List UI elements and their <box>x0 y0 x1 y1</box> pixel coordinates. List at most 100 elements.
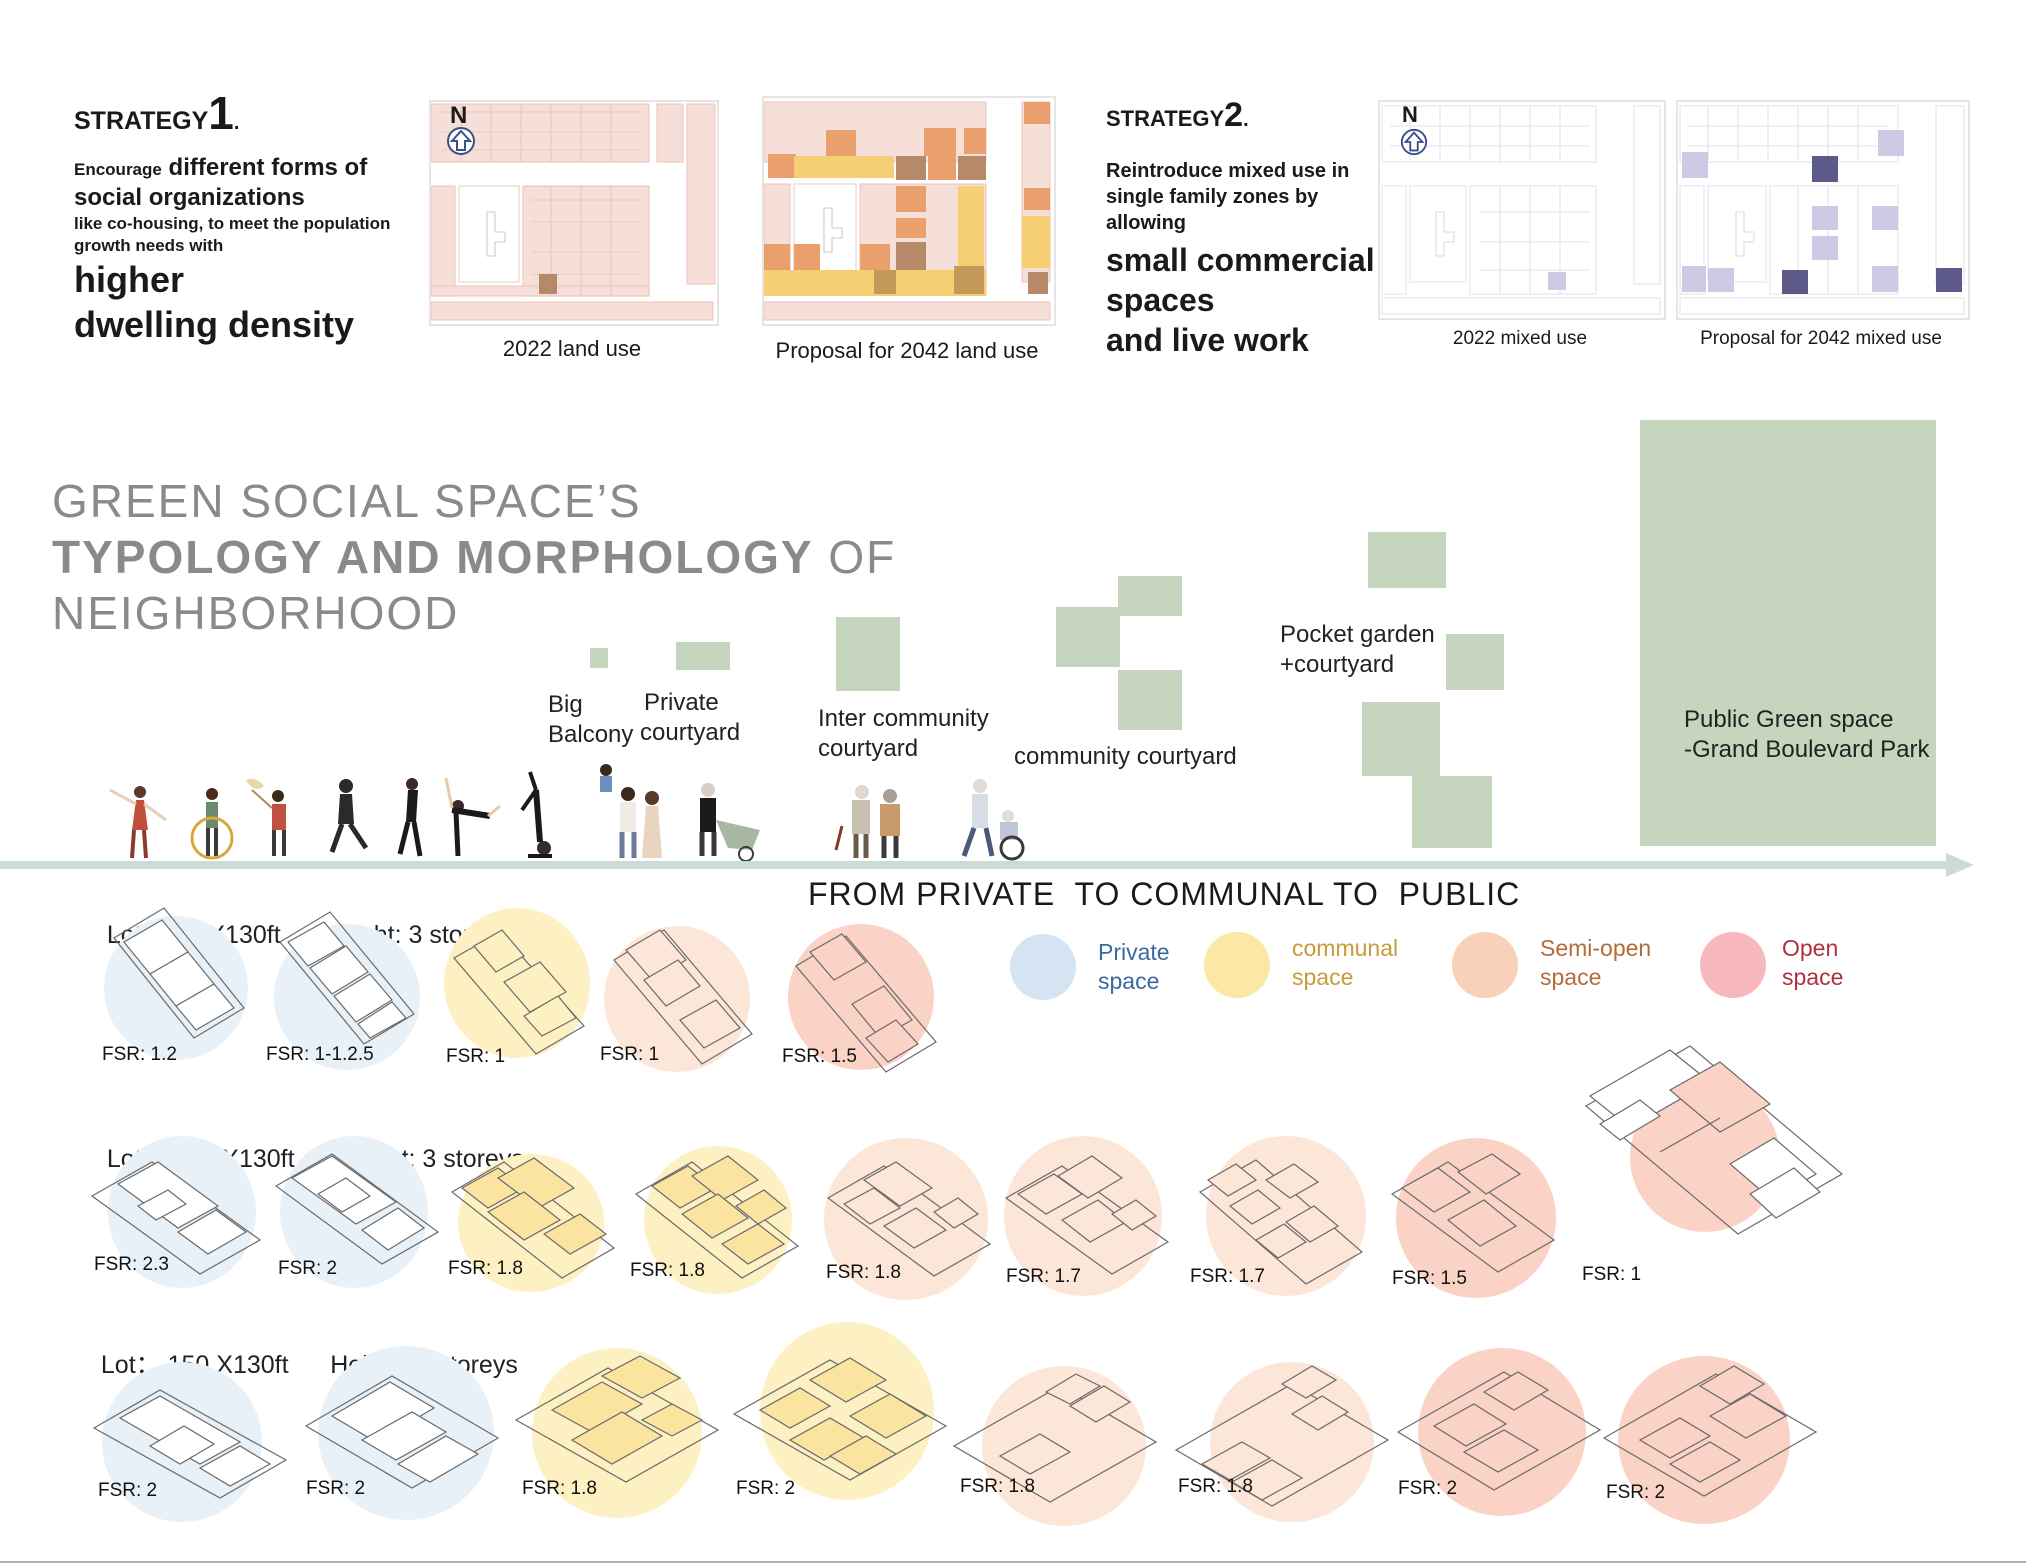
building-r2-3 <box>450 1157 616 1279</box>
green-square-pocket-4 <box>1412 776 1492 848</box>
strategy2-reintroduce: Reintroduce mixed use in <box>1106 160 1350 182</box>
title-line-3: NEIGHBORHOOD <box>52 587 460 639</box>
axis-label: FROM PRIVATE TO COMMUNAL TO PUBLIC <box>808 876 1521 912</box>
strategy2-live-work: and live work <box>1106 322 1309 358</box>
building-r2-9 <box>1584 1045 1844 1235</box>
fsr-r2-7: FSR: 1.7 <box>1190 1266 1265 1287</box>
fsr-r1-2: FSR: 1-1.2.5 <box>266 1044 374 1065</box>
building-r3-3 <box>514 1355 720 1483</box>
green-square-community-2 <box>1056 607 1120 667</box>
fsr-r3-7: FSR: 2 <box>1398 1478 1458 1499</box>
fsr-r2-2: FSR: 2 <box>278 1258 338 1279</box>
building-r2-7 <box>1198 1159 1364 1285</box>
fsr-r2-9: FSR: 1 <box>1582 1264 1642 1285</box>
person-child-dancing <box>109 786 167 859</box>
building-r2-2 <box>274 1153 440 1265</box>
fsr-r3-2: FSR: 2 <box>306 1478 366 1499</box>
label-inter-community: Inter community courtyard <box>818 705 989 762</box>
green-square-pocket-2 <box>1446 634 1504 690</box>
legend-text-open: Open space <box>1782 935 1844 990</box>
strategy1-number: 1 <box>208 87 234 139</box>
label-community-courtyard: community courtyard <box>1014 743 1237 770</box>
fsr-r3-5: FSR: 1.8 <box>960 1476 1035 1497</box>
building-r3-6 <box>1174 1365 1390 1507</box>
strategy2-heading: STRATEGY2. <box>1106 96 1249 135</box>
strategy2-commercial: small commercial <box>1106 242 1375 278</box>
strategy1-encourage: Encourage <box>74 160 162 179</box>
fsr-r1-3: FSR: 1 <box>446 1046 506 1067</box>
caption-2022-land-use: 2022 land use <box>502 336 642 361</box>
bubble-r2-7 <box>1206 1136 1366 1296</box>
label-pocket-garden: Pocket garden +courtyard <box>1280 621 1435 678</box>
legend-text-private: Private space <box>1098 939 1170 994</box>
person-runner <box>329 779 369 853</box>
building-r1-2 <box>279 911 415 1045</box>
map-2022-mixed-use <box>1378 100 1666 320</box>
building-r2-6 <box>1004 1155 1170 1275</box>
person-family <box>600 764 662 858</box>
building-r1-4 <box>613 929 753 1065</box>
fsr-r2-6: FSR: 1.7 <box>1006 1266 1081 1287</box>
strategy2-dot: . <box>1243 109 1249 131</box>
person-yoga-1 <box>397 778 423 857</box>
fsr-r3-3: FSR: 1.8 <box>522 1478 597 1499</box>
fsr-r1-4: FSR: 1 <box>600 1044 660 1065</box>
green-square-community-3 <box>1118 670 1182 730</box>
building-r3-5 <box>952 1373 1158 1503</box>
label-public-green: Public Green space -Grand Boulevard Park <box>1684 706 1930 763</box>
legend-dot-open <box>1700 932 1766 998</box>
strategy1-dot: . <box>233 112 240 134</box>
legend-text-communal: communal space <box>1292 935 1399 990</box>
building-r3-4 <box>732 1357 948 1481</box>
fsr-r2-3: FSR: 1.8 <box>448 1258 523 1279</box>
building-r3-1 <box>92 1389 288 1499</box>
caption-2042-mixed-use: Proposal for 2042 mixed use <box>1700 328 1942 349</box>
fsr-r2-5: FSR: 1.8 <box>826 1262 901 1283</box>
strategy2-zones: single family zones by <box>1106 186 1319 208</box>
title-line-2-bold: TYPOLOGY AND MORPHOLOGY <box>52 531 814 583</box>
north-arrow-icon <box>1400 128 1428 161</box>
strategy1-growth: growth needs with <box>74 236 224 255</box>
fsr-r3-8: FSR: 2 <box>1606 1482 1666 1503</box>
fsr-r3-6: FSR: 1.8 <box>1178 1476 1253 1497</box>
fsr-r3-4: FSR: 2 <box>736 1478 796 1499</box>
strategy2-label: STRATEGY <box>1106 106 1225 131</box>
caption-2042-land-use: Proposal for 2042 land use <box>775 338 1039 363</box>
green-square-balcony <box>590 648 608 668</box>
caption-2022-mixed-use: 2022 mixed use <box>1452 328 1588 349</box>
fsr-r2-8: FSR: 1.5 <box>1392 1268 1467 1289</box>
strategy2-allowing: allowing <box>1106 212 1186 234</box>
green-square-pocket-3 <box>1362 702 1440 776</box>
map-2042-land-use <box>762 96 1056 326</box>
building-r3-8 <box>1602 1365 1818 1497</box>
strategy2-number: 2 <box>1224 96 1244 134</box>
title-line-1: GREEN SOCIAL SPACE’S <box>52 475 642 527</box>
building-r2-8 <box>1390 1153 1556 1273</box>
axis-arrow-icon <box>1946 850 1976 885</box>
fsr-r2-1: FSR: 2.3 <box>94 1254 169 1275</box>
fsr-r1-5: FSR: 1.5 <box>782 1046 857 1067</box>
building-r1-5 <box>795 933 937 1073</box>
strategy2-text: Reintroduce mixed use in single family z… <box>1106 158 1386 360</box>
building-r1-1 <box>113 907 245 1039</box>
building-r2-5 <box>826 1161 992 1277</box>
strategy1-heading: STRATEGY1. <box>74 86 239 140</box>
person-child-net <box>246 778 286 856</box>
private-to-public-axis <box>0 861 1952 869</box>
person-wheelchair <box>961 779 1025 861</box>
fsr-r2-4: FSR: 1.8 <box>630 1260 705 1281</box>
legend: Private space communal space Semi-open s… <box>1010 930 1970 1010</box>
strategy2-spaces: spaces <box>1106 282 1215 318</box>
building-r3-2 <box>304 1375 500 1489</box>
person-yoga-3 <box>520 771 552 858</box>
legend-text-semi-open: Semi-open space <box>1540 935 1652 990</box>
label-big-balcony: Big Balcony <box>548 691 634 748</box>
strategy1-label: STRATEGY <box>74 107 209 135</box>
legend-dot-private <box>1010 934 1076 1000</box>
strategy1-social: social organizations <box>74 184 305 211</box>
fsr-r1-1: FSR: 1.2 <box>102 1044 177 1065</box>
building-r2-1 <box>90 1161 262 1275</box>
green-square-public <box>1640 420 1936 846</box>
label-private-courtyard: Private courtyard <box>640 689 741 746</box>
title-line-2-rest: OF <box>813 531 897 583</box>
